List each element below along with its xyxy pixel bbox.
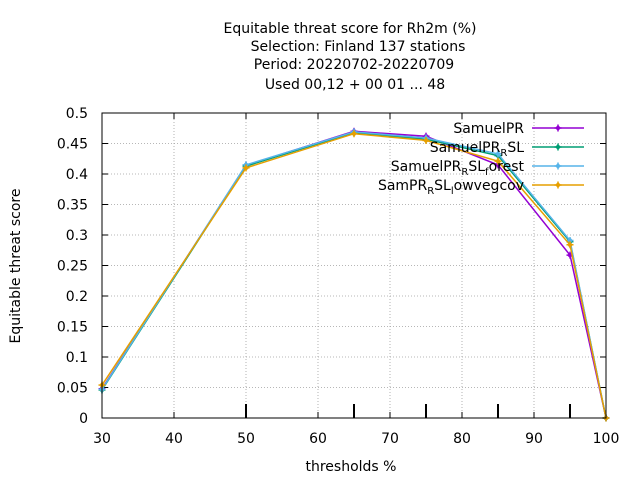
data-point-marker — [351, 131, 357, 136]
legend-label: SamPRRSLlowvegcov — [378, 178, 524, 197]
y-tick-label: 0.05 — [57, 381, 88, 397]
x-tick-label: 40 — [165, 431, 183, 447]
title-line-4: Used 00,12 + 00 01 ... 48 — [265, 77, 445, 93]
y-tick-label: 0.25 — [57, 259, 88, 275]
chart-title: Equitable threat score for Rh2m (%) Sele… — [224, 21, 477, 93]
data-point-marker — [567, 242, 573, 247]
x-tick-label: 80 — [453, 431, 471, 447]
y-tick-label: 0.1 — [66, 350, 88, 366]
y-tick-label: 0.4 — [66, 167, 88, 183]
data-point-marker — [243, 165, 249, 171]
legend-marker-dot — [555, 182, 561, 188]
legend-label: SamuelPRRSLforest — [391, 159, 525, 178]
legend-item-2: SamuelPRRSL — [430, 140, 584, 159]
series-line — [101, 132, 607, 419]
title-line-2: Selection: Finland 137 stations — [251, 39, 466, 55]
plot-frame — [101, 112, 607, 419]
series-layer — [98, 127, 610, 422]
legend-item-4: SamPRRSLlowvegcov — [378, 178, 584, 197]
series-line — [101, 131, 607, 419]
series-line — [101, 131, 607, 419]
y-tick-label: 0.5 — [66, 106, 88, 122]
title-line-3: Period: 20220702-20220709 — [254, 57, 454, 73]
y-axis-label: Equitable threat score — [8, 189, 24, 344]
y-tick-label: 0 — [79, 411, 88, 427]
x-tick-label: 30 — [93, 431, 111, 447]
x-tick-label: 70 — [381, 431, 399, 447]
x-tick-label: 50 — [237, 431, 255, 447]
legend-marker-dot — [555, 125, 561, 131]
y-tick-label: 0.3 — [66, 228, 88, 244]
y-tick-label: 0.15 — [57, 320, 88, 336]
data-point-marker — [495, 151, 501, 157]
legend-item-1: SamuelPR — [453, 121, 584, 137]
data-point-marker — [423, 138, 429, 143]
legend-marker-dot — [555, 163, 561, 169]
title-line-1: Equitable threat score for Rh2m (%) — [224, 21, 477, 37]
y-tick-label: 0.45 — [57, 137, 88, 153]
ticks: 0 0.05 0.1 0.15 0.2 0.25 0.3 0.35 0.4 0.45 0.5 30 40… — [57, 106, 620, 447]
x-tick-label: 60 — [309, 431, 327, 447]
legend-label: SamuelPR — [453, 121, 524, 137]
legend-item-3: SamuelPRRSLforest — [391, 159, 584, 178]
legend-label: SamuelPRRSL — [430, 140, 524, 159]
data-point-marker — [567, 252, 573, 258]
data-point-marker — [567, 238, 573, 243]
x-tick-label: 100 — [593, 431, 620, 447]
data-point-marker — [495, 158, 501, 164]
legend: SamuelPR SamuelPRRSLSamuelPRRSLforestSamP… — [378, 121, 584, 197]
grid — [102, 113, 606, 418]
y-tick-label: 0.35 — [57, 198, 88, 214]
x-axis-label: thresholds % — [306, 459, 397, 475]
x-tick-label: 90 — [525, 431, 543, 447]
y-tick-label: 0.2 — [66, 289, 88, 305]
legend-marker-dot — [555, 144, 561, 150]
series-4 — [98, 130, 610, 422]
data-point-marker — [495, 162, 501, 168]
